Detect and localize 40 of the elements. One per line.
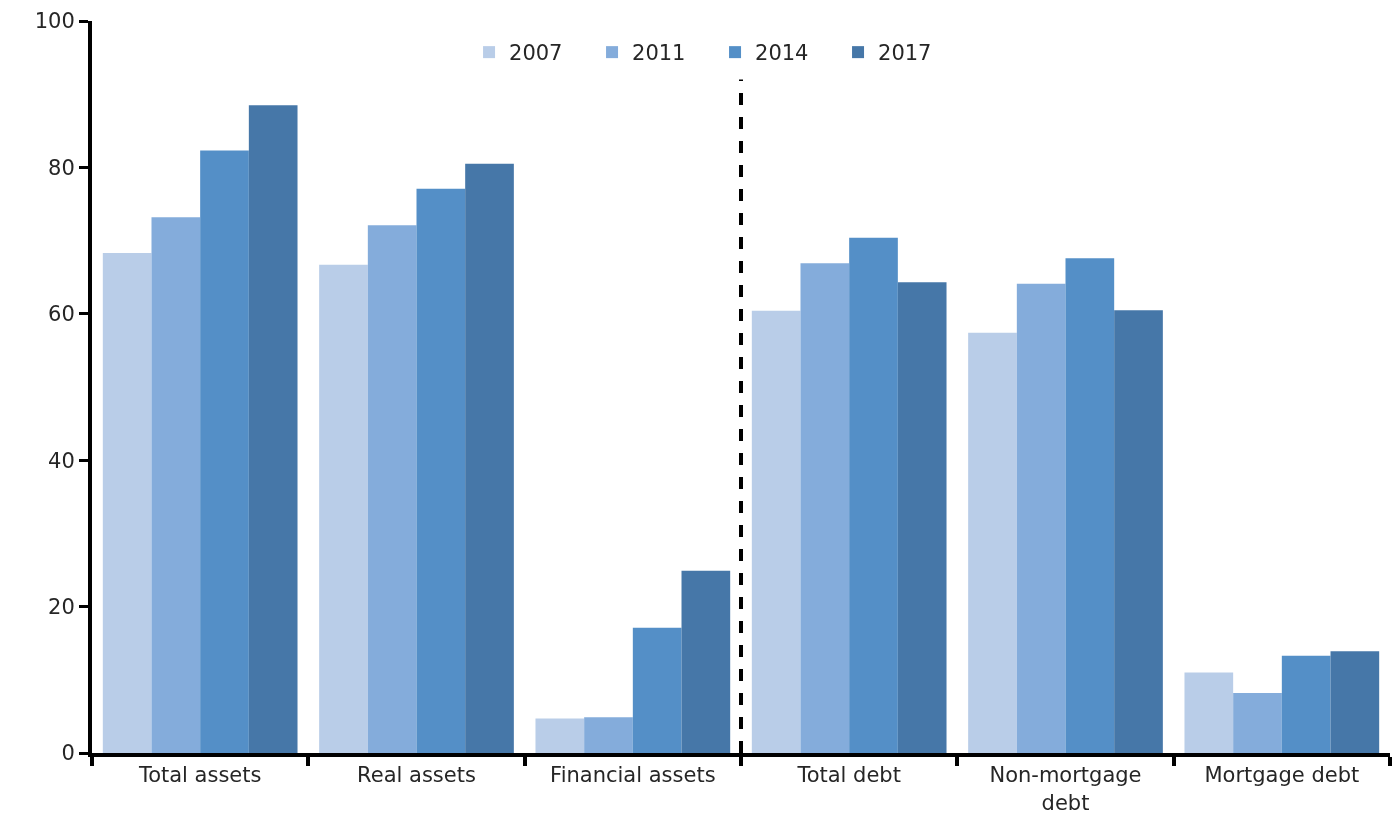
y-tick-label: 20 <box>48 594 75 619</box>
bar <box>968 332 1017 753</box>
bar <box>367 225 417 753</box>
x-tick-label: Non-mortgage debt <box>989 763 1142 815</box>
bar <box>102 253 152 753</box>
bar <box>151 217 201 753</box>
y-tick-label: 40 <box>48 448 75 473</box>
bar <box>1330 651 1380 753</box>
bar <box>632 627 682 753</box>
bar <box>1065 258 1115 753</box>
bar <box>200 150 249 753</box>
bar <box>465 163 514 753</box>
y-tick-label: 60 <box>48 302 75 327</box>
x-tick-label: Real assets <box>357 763 476 788</box>
x-tick-label: Financial assets <box>550 763 716 788</box>
bar <box>319 264 368 753</box>
bar <box>535 718 585 753</box>
x-tick-label: Mortgage debt <box>1204 763 1360 788</box>
bar <box>416 188 466 753</box>
bar <box>800 263 850 753</box>
bar <box>584 717 633 753</box>
legend-label: 2014 <box>755 41 809 66</box>
y-tick-label: 80 <box>48 155 75 180</box>
bar <box>248 105 298 753</box>
x-tick-label: Total debt <box>796 763 901 788</box>
bar <box>751 310 801 753</box>
bar <box>1281 655 1331 753</box>
bar <box>897 282 947 753</box>
bar <box>1016 283 1066 753</box>
y-tick-label: 0 <box>61 741 75 766</box>
legend-label: 2011 <box>632 41 686 66</box>
y-tick-label: 100 <box>34 9 75 34</box>
bar <box>1114 310 1163 753</box>
x-tick-label: Total assets <box>137 763 262 788</box>
bar <box>681 570 731 753</box>
bar <box>1233 692 1282 753</box>
bar <box>1184 672 1234 753</box>
legend-label: 2017 <box>878 41 932 66</box>
bar <box>849 237 898 753</box>
legend-label: 2007 <box>509 41 563 66</box>
